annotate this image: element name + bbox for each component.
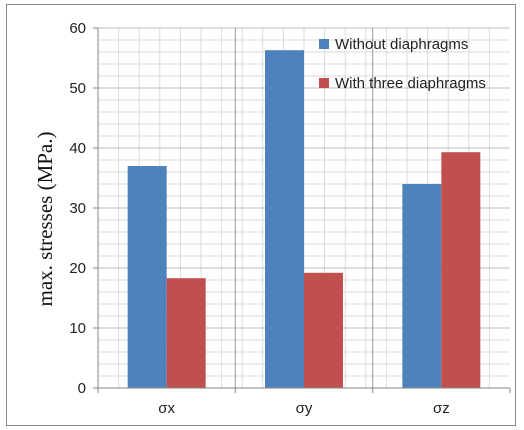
legend-swatch	[319, 39, 329, 49]
legend-swatch	[319, 78, 329, 88]
legend-label: Without diaphragms	[335, 36, 468, 53]
y-tick-label: 60	[69, 20, 86, 37]
bar-without-diaphragms-1	[127, 166, 167, 388]
y-tick-labels: 0 10 20 30 40 50 60	[69, 20, 86, 397]
y-tick-label: 0	[78, 380, 86, 397]
x-tick-labels: σx σy σz	[158, 400, 449, 417]
bar-with-three-diaphragms-3	[441, 152, 481, 388]
x-tick-label: σz	[433, 400, 450, 417]
y-tick-label: 40	[69, 140, 86, 157]
legend-label: With three diaphragms	[335, 75, 486, 92]
y-tick-label: 10	[69, 320, 86, 337]
x-tick-label: σy	[296, 400, 313, 417]
x-tick-label: σx	[158, 400, 175, 417]
legend: Without diaphragms With three diaphragms	[319, 36, 486, 92]
axes	[93, 27, 511, 393]
y-tick-label: 50	[69, 80, 86, 97]
y-tick-label: 30	[69, 200, 86, 217]
bar-without-diaphragms-3	[402, 184, 442, 388]
y-tick-label: 20	[69, 260, 86, 277]
bar-with-three-diaphragms-1	[166, 278, 206, 388]
y-axis-label: max. stresses (MPa.)	[33, 132, 57, 307]
bars	[127, 50, 481, 388]
bar-without-diaphragms-2	[265, 50, 304, 388]
bar-with-three-diaphragms-2	[304, 272, 343, 388]
